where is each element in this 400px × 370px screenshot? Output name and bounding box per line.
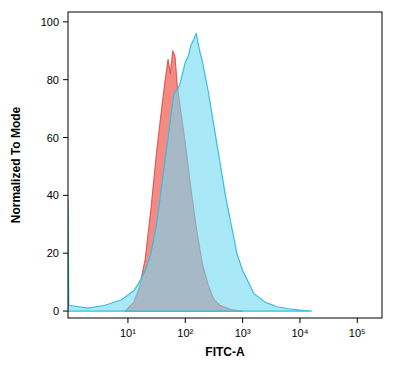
x-tick-label: 10¹: [120, 327, 136, 339]
y-tick-label: 40: [47, 189, 59, 201]
y-axis-label: Normalized To Mode: [9, 106, 23, 223]
x-tick: [242, 318, 243, 323]
x-tick: [127, 318, 128, 323]
y-tick-label: 0: [53, 305, 59, 317]
y-tick: [63, 137, 68, 138]
x-tick: [357, 318, 358, 323]
histogram-area: [68, 33, 311, 311]
plot-background: [68, 12, 382, 318]
y-tick-label: 80: [47, 74, 59, 86]
plot-frame: [68, 12, 382, 318]
y-tick-label: 100: [41, 16, 59, 28]
chart-svg: 0 20 40 60 80 100 10¹ 10² 10³ 10⁴ 10⁵ FITC-A Normali…: [0, 0, 400, 370]
data-group: [68, 33, 311, 311]
x-tick-label: 10⁴: [291, 327, 308, 339]
y-tick: [63, 21, 68, 22]
y-tick: [63, 195, 68, 196]
x-tick-label: 10³: [235, 327, 251, 339]
x-tick: [299, 318, 300, 323]
y-tick-label: 20: [47, 247, 59, 259]
x-tick-label: 10²: [177, 327, 193, 339]
y-tick: [63, 311, 68, 312]
y-tick-label: 60: [47, 132, 59, 144]
x-tick: [185, 318, 186, 323]
y-tick: [63, 79, 68, 80]
x-axis-label: FITC-A: [205, 345, 245, 359]
y-tick: [63, 253, 68, 254]
chart-container: 0 20 40 60 80 100 10¹ 10² 10³ 10⁴ 10⁵ FITC-A Normali…: [0, 0, 400, 370]
x-tick-label: 10⁵: [349, 327, 366, 339]
